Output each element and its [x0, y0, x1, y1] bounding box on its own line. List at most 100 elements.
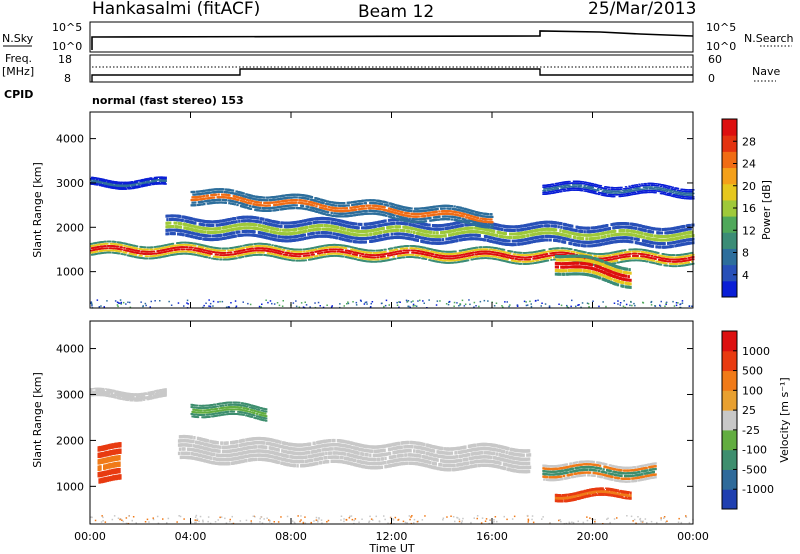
echo-cell: [487, 255, 490, 257]
echo-cell: [231, 228, 235, 231]
echo-cell: [405, 222, 409, 226]
echo-cell: [348, 225, 351, 229]
echo-cell: [165, 232, 168, 236]
echo-cell: [168, 214, 171, 218]
echo-cell: [651, 257, 655, 260]
echo-cell: [104, 240, 107, 243]
echo-cell: [194, 249, 197, 252]
echo-cell: [429, 254, 432, 257]
echo-cell: [335, 236, 339, 240]
echo-cell: [396, 253, 399, 255]
echo-cell: [260, 224, 263, 228]
echo-cell: [584, 251, 587, 254]
echo-cell: [194, 245, 197, 247]
echo-cell: [151, 248, 154, 251]
echo-cell: [291, 232, 294, 235]
echo-cell: [192, 217, 195, 221]
echo-cell: [296, 231, 299, 235]
echo-cell: [309, 221, 313, 225]
echo-cell: [271, 255, 274, 258]
echo-cell: [220, 254, 223, 256]
echo-cell: [364, 237, 367, 240]
echo-cell: [210, 253, 213, 255]
echo-cell: [206, 247, 210, 250]
nsearch-tick-bottom: 10^0: [706, 40, 736, 53]
echo-cell: [373, 256, 376, 259]
echo-cell: [143, 246, 147, 249]
echo-cell: [308, 250, 311, 252]
echo-cell: [147, 253, 150, 255]
echo-cell: [233, 255, 236, 258]
echo-cell: [256, 216, 260, 220]
echo-cell: [514, 243, 517, 247]
echo-cell: [563, 247, 567, 250]
echo-cell: [311, 247, 314, 249]
echo-cell: [666, 264, 669, 267]
echo-cell: [302, 259, 306, 262]
echo-cell: [509, 236, 513, 240]
echo-cell: [384, 250, 387, 253]
echo-cell: [267, 254, 271, 257]
echo-cell: [286, 258, 289, 261]
echo-cell: [607, 252, 611, 255]
nave-label: Nave: [752, 65, 780, 78]
echo-cell: [458, 254, 462, 257]
echo-cell: [382, 223, 385, 227]
echo-cell: [198, 254, 201, 257]
echo-cell: [372, 260, 376, 263]
echo-cell: [102, 243, 105, 245]
echo-cell: [126, 250, 130, 252]
echo-cell: [464, 257, 467, 260]
echo-cell: [258, 245, 262, 247]
echo-cell: [403, 256, 406, 259]
echo-cell: [302, 252, 306, 255]
echo-cell: [665, 260, 668, 263]
freq-label: Freq.: [5, 52, 32, 65]
echo-cell: [644, 253, 647, 256]
echo-cell: [211, 257, 214, 260]
echo-cell: [691, 260, 694, 263]
echo-cell: [457, 254, 460, 257]
echo-cell: [166, 228, 169, 232]
echo-cell: [640, 259, 643, 262]
echo-cell: [478, 234, 481, 238]
echo-cell: [387, 222, 391, 226]
freq-tick-bottom: 8: [64, 72, 71, 85]
echo-cell: [615, 255, 619, 258]
echo-cell: [524, 256, 527, 259]
echo-cell: [402, 232, 405, 236]
echo-cell: [495, 247, 498, 250]
echo-cell: [355, 254, 358, 256]
echo-cell: [155, 257, 158, 259]
echo-cell: [301, 237, 305, 241]
echo-cell: [269, 233, 272, 237]
echo-cell: [398, 225, 402, 229]
echo-cell: [364, 240, 367, 244]
echo-cell: [494, 258, 498, 261]
echo-cell: [287, 256, 290, 259]
echo-cell: [289, 259, 292, 261]
echo-cell: [448, 262, 452, 264]
echo-cell: [113, 247, 116, 250]
echo-cell: [503, 255, 507, 258]
echo-cell: [150, 255, 153, 258]
cpid-label: CPID: [4, 88, 33, 101]
echo-cell: [689, 258, 692, 261]
echo-cell: [545, 238, 549, 242]
echo-cell: [527, 234, 530, 238]
echo-cell: [439, 250, 442, 252]
echo-cell: [443, 257, 446, 260]
echo-cell: [577, 252, 580, 254]
echo-cell: [522, 254, 525, 256]
echo-cell: [440, 261, 444, 264]
echo-cell: [111, 251, 114, 254]
echo-cell: [572, 253, 576, 256]
echo-cell: [614, 262, 617, 265]
echo-cell: [304, 259, 307, 262]
echo-cell: [159, 247, 162, 250]
echo-cell: [199, 252, 202, 255]
nsky-tick-bottom: 10^0: [52, 40, 82, 53]
echo-cell: [562, 247, 565, 250]
echo-cell: [506, 252, 509, 254]
echo-cell: [335, 255, 338, 257]
